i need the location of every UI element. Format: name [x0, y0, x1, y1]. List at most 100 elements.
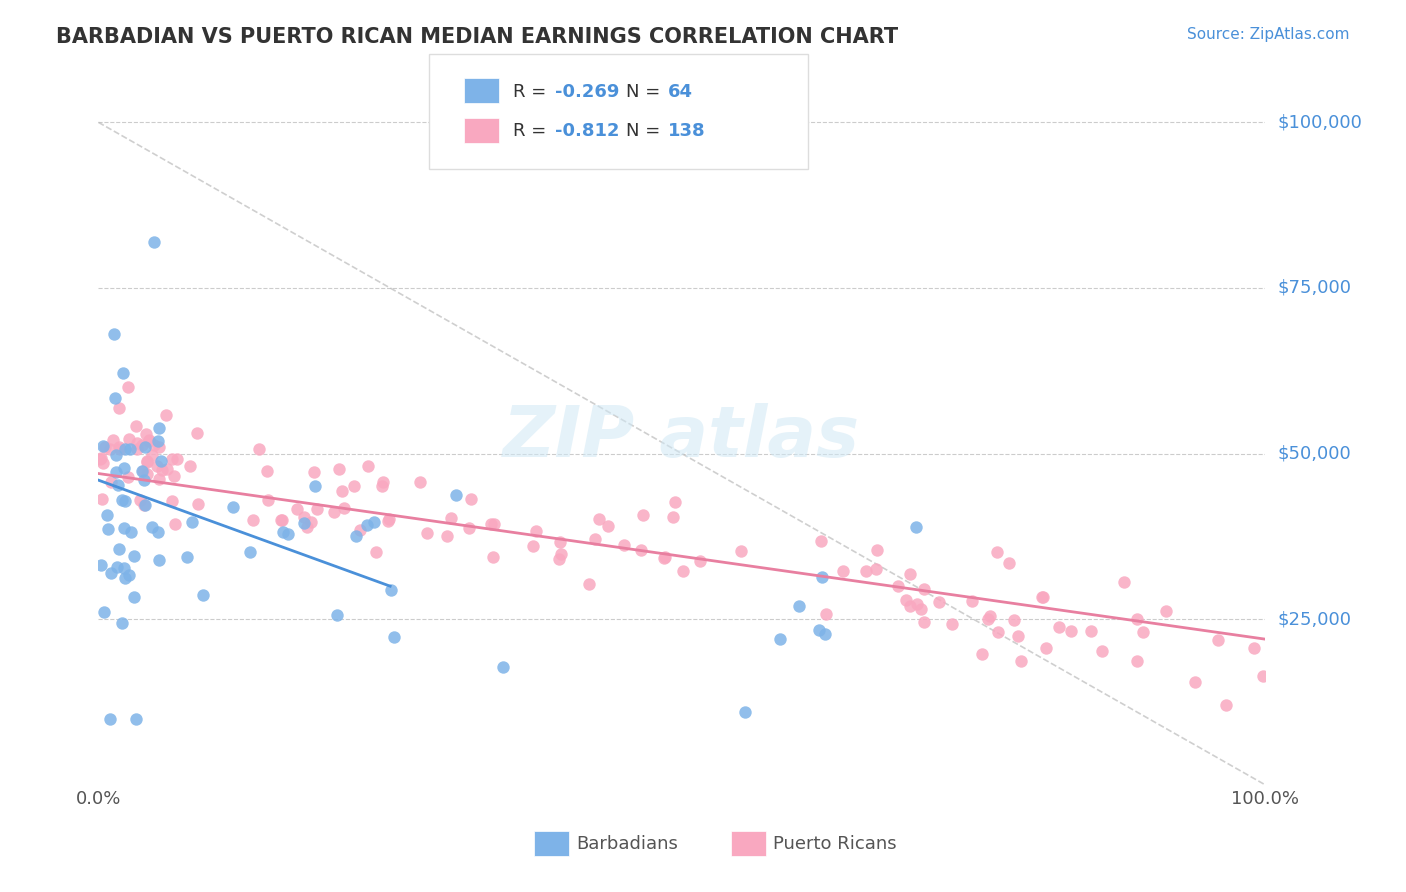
Text: N =: N = [626, 83, 665, 101]
Point [664, 495, 686, 509]
Point [141, 520, 163, 534]
Point [896, 593, 918, 607]
Point [1114, 575, 1136, 590]
Point [277, 526, 299, 541]
Point [987, 624, 1010, 639]
Point [436, 529, 458, 543]
Point [297, 520, 319, 534]
Text: R =: R = [513, 122, 553, 140]
Point [100, 712, 122, 726]
Point [1206, 632, 1229, 647]
Point [91, 456, 114, 470]
Point [242, 513, 264, 527]
Point [898, 566, 921, 581]
Point [131, 438, 153, 452]
Point [90, 558, 112, 573]
Point [787, 599, 810, 614]
Point [149, 454, 172, 468]
Point [108, 541, 131, 556]
Point [654, 549, 676, 564]
Point [131, 464, 153, 478]
Point [633, 508, 655, 523]
Point [1091, 644, 1114, 658]
Text: $100,000: $100,000 [1277, 113, 1362, 131]
Point [1059, 624, 1081, 639]
Point [855, 564, 877, 578]
Point [865, 562, 887, 576]
Point [136, 454, 159, 468]
Point [898, 599, 921, 613]
Point [146, 434, 169, 448]
Point [1031, 590, 1053, 604]
Point [416, 525, 439, 540]
Text: BARBADIAN VS PUERTO RICAN MEDIAN EARNINGS CORRELATION CHART: BARBADIAN VS PUERTO RICAN MEDIAN EARNING… [56, 27, 898, 46]
Point [105, 560, 128, 574]
Point [136, 467, 159, 481]
Point [814, 607, 837, 621]
Point [769, 632, 792, 647]
Point [125, 712, 148, 726]
Point [104, 392, 127, 406]
Point [120, 442, 142, 456]
Point [120, 524, 142, 539]
Point [810, 534, 832, 549]
Point [613, 538, 636, 552]
Point [187, 497, 209, 511]
Point [105, 465, 128, 479]
Point [100, 475, 122, 489]
Point [148, 440, 170, 454]
Text: N =: N = [626, 122, 665, 140]
Point [117, 380, 139, 394]
Point [997, 556, 1019, 570]
Point [302, 465, 325, 479]
Point [808, 624, 831, 638]
Point [91, 439, 114, 453]
Point [136, 455, 159, 469]
Point [143, 235, 166, 249]
Text: -0.812: -0.812 [555, 122, 620, 140]
Point [734, 705, 756, 719]
Point [156, 461, 179, 475]
Point [148, 421, 170, 435]
Point [143, 438, 166, 452]
Point [460, 491, 482, 506]
Point [630, 542, 652, 557]
Point [111, 615, 134, 630]
Point [912, 615, 935, 629]
Point [222, 500, 245, 514]
Point [910, 602, 932, 616]
Point [578, 577, 600, 591]
Point [100, 566, 122, 580]
Point [97, 523, 120, 537]
Point [112, 521, 135, 535]
Point [1251, 669, 1274, 683]
Point [108, 442, 131, 456]
Point [550, 547, 572, 561]
Point [122, 549, 145, 564]
Point [270, 513, 292, 527]
Point [482, 549, 505, 564]
Point [148, 472, 170, 486]
Point [333, 500, 356, 515]
Point [134, 440, 156, 454]
Point [810, 569, 832, 583]
Point [941, 617, 963, 632]
Point [364, 545, 387, 559]
Point [141, 448, 163, 462]
Point [114, 571, 136, 585]
Point [382, 630, 405, 644]
Point [256, 492, 278, 507]
Point [294, 510, 316, 524]
Point [112, 561, 135, 575]
Point [905, 597, 928, 611]
Point [1007, 629, 1029, 643]
Point [440, 510, 463, 524]
Point [322, 505, 344, 519]
Point [1047, 620, 1070, 634]
Point [357, 459, 380, 474]
Text: ZIP atlas: ZIP atlas [503, 402, 860, 472]
Point [371, 475, 394, 489]
Point [1032, 590, 1054, 604]
Point [814, 627, 837, 641]
Point [479, 516, 502, 531]
